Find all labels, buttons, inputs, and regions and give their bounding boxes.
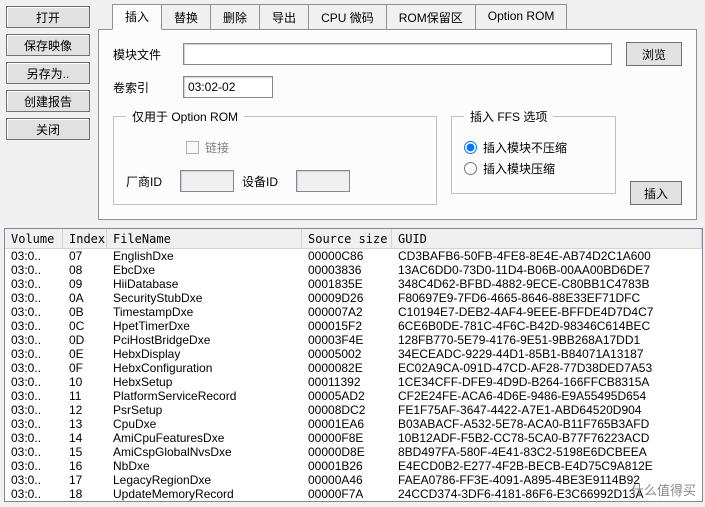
table-row[interactable]: 03:0..09HiiDatabase0001835E348C4D62-BFBD… (5, 277, 702, 291)
save-as-button[interactable]: 另存为.. (6, 62, 90, 84)
tab-insert[interactable]: 插入 (112, 4, 162, 30)
table-row[interactable]: 03:0..07EnglishDxe00000C86CD3BAFB6-50FB-… (5, 249, 702, 263)
browse-button[interactable]: 浏览 (626, 42, 682, 66)
vendor-id-label: 厂商ID (126, 173, 172, 190)
ffs-compress-radio[interactable] (464, 162, 477, 175)
tab-replace[interactable]: 替换 (161, 4, 211, 29)
table-row[interactable]: 03:0..15AmiCspGlobalNvsDxe00000D8E8BD497… (5, 445, 702, 459)
vendor-id-input (180, 170, 234, 192)
tab-export[interactable]: 导出 (259, 4, 309, 29)
table-row[interactable]: 03:0..0FHebxConfiguration0000082EEC02A9C… (5, 361, 702, 375)
table-row[interactable]: 03:0..0DPciHostBridgeDxe00003F4E128FB770… (5, 333, 702, 347)
table-header: Volume Index FileName Source size GUID (5, 229, 702, 249)
table-row[interactable]: 03:0..12PsrSetup00008DC2FE1F75AF-3647-44… (5, 403, 702, 417)
table-row[interactable]: 03:0..13CpuDxe00001EA6B03ABACF-A532-5E78… (5, 417, 702, 431)
module-table: Volume Index FileName Source size GUID 0… (4, 228, 703, 502)
insert-button[interactable]: 插入 (630, 181, 682, 205)
ffs-compress-option[interactable]: 插入模块压缩 (464, 160, 603, 177)
table-row[interactable]: 03:0..10HebxSetup000113921CE34CFF-DFE9-4… (5, 375, 702, 389)
col-volume[interactable]: Volume (5, 229, 63, 248)
close-button[interactable]: 关闭 (6, 118, 90, 140)
tab-rom-reserve[interactable]: ROM保留区 (386, 4, 476, 29)
option-rom-group: 仅用于 Option ROM 链接 厂商ID 设备ID (113, 108, 437, 205)
table-row[interactable]: 03:0..0EHebxDisplay0000500234ECEADC-9229… (5, 347, 702, 361)
table-row[interactable]: 03:0..0BTimestampDxe000007A2C10194E7-DEB… (5, 305, 702, 319)
table-row[interactable]: 03:0..0CHpetTimerDxe000015F26CE6B0DE-781… (5, 319, 702, 333)
create-report-button[interactable]: 创建报告 (6, 90, 90, 112)
tab-option-rom[interactable]: Option ROM (475, 4, 568, 29)
save-image-button[interactable]: 保存映像 (6, 34, 90, 56)
col-source-size[interactable]: Source size (302, 229, 392, 248)
ffs-no-compress-radio[interactable] (464, 141, 477, 154)
table-row[interactable]: 03:0..0ASecurityStubDxe00009D26F80697E9-… (5, 291, 702, 305)
table-body[interactable]: 03:0..07EnglishDxe00000C86CD3BAFB6-50FB-… (5, 249, 702, 501)
ffs-legend: 插入 FFS 选项 (464, 108, 553, 125)
volume-index-input[interactable] (183, 76, 273, 98)
col-guid[interactable]: GUID (392, 229, 702, 248)
tab-cpu-microcode[interactable]: CPU 微码 (308, 4, 387, 29)
col-index[interactable]: Index (63, 229, 107, 248)
ffs-no-compress-option[interactable]: 插入模块不压缩 (464, 139, 603, 156)
link-checkbox (186, 141, 199, 154)
insert-panel: 模块文件 浏览 卷索引 仅用于 Option ROM 链接 厂商ID (98, 29, 697, 220)
table-row[interactable]: 03:0..17LegacyRegionDxe00000A46FAEA0786-… (5, 473, 702, 487)
module-file-label: 模块文件 (113, 46, 183, 63)
ffs-group: 插入 FFS 选项 插入模块不压缩 插入模块压缩 (451, 108, 616, 194)
table-row[interactable]: 03:0..11PlatformServiceRecord00005AD2CF2… (5, 389, 702, 403)
device-id-label: 设备ID (242, 173, 288, 190)
table-row[interactable]: 03:0..18UpdateMemoryRecord00000F7A24CCD3… (5, 487, 702, 501)
option-rom-legend: 仅用于 Option ROM (126, 108, 244, 125)
ffs-no-compress-label: 插入模块不压缩 (483, 139, 567, 156)
volume-index-label: 卷索引 (113, 79, 183, 96)
tab-delete[interactable]: 删除 (210, 4, 260, 29)
col-filename[interactable]: FileName (107, 229, 302, 248)
table-row[interactable]: 03:0..14AmiCpuFeaturesDxe00000F8E10B12AD… (5, 431, 702, 445)
table-row[interactable]: 03:0..08EbcDxe0000383613AC6DD0-73D0-11D4… (5, 263, 702, 277)
module-file-input[interactable] (183, 43, 612, 65)
tab-strip: 插入 替换 删除 导出 CPU 微码 ROM保留区 Option ROM (112, 4, 697, 29)
link-label: 链接 (205, 139, 229, 156)
ffs-compress-label: 插入模块压缩 (483, 160, 555, 177)
table-row[interactable]: 03:0..16NbDxe00001B26E4ECD0B2-E277-4F2B-… (5, 459, 702, 473)
open-button[interactable]: 打开 (6, 6, 90, 28)
device-id-input (296, 170, 350, 192)
